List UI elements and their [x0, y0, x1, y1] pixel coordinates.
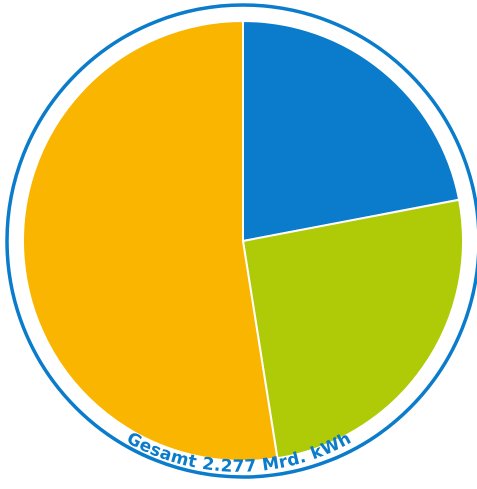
pie-slice-3 — [23, 21, 277, 461]
pie-slices — [23, 21, 463, 461]
pie-slice-2 — [243, 200, 463, 459]
